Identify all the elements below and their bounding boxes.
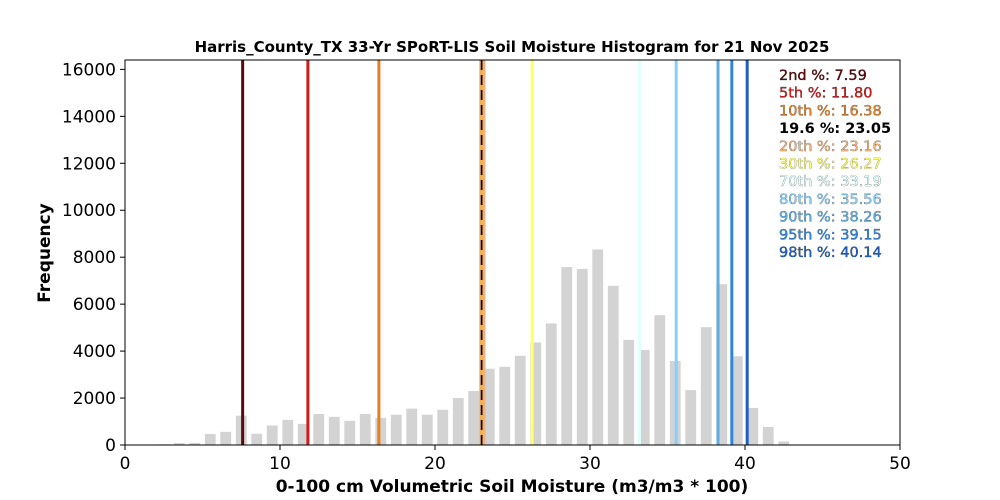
histogram-bar xyxy=(406,408,418,445)
histogram-bar xyxy=(375,418,387,445)
histogram-bar xyxy=(762,426,774,445)
histogram-bar xyxy=(390,414,402,445)
plot-frame xyxy=(124,59,901,446)
histogram-bar xyxy=(685,390,697,445)
legend-entry-9: 95th %: 39.15 xyxy=(779,227,882,243)
legend-label: 90th % xyxy=(779,210,831,226)
legend-label: 2nd % xyxy=(779,68,825,84)
histogram-bar xyxy=(499,366,511,445)
chart-title: Harris_County_TX 33-Yr SPoRT-LIS Soil Mo… xyxy=(195,38,830,56)
legend-entry-8: 90th %: 38.26 xyxy=(779,210,882,226)
legend-entry-5: 30th %: 26.27 xyxy=(779,157,882,173)
histogram-bar xyxy=(328,416,340,445)
legend-label: 98th % xyxy=(779,245,831,261)
y-tick-label: 12000 xyxy=(62,154,116,174)
y-axis: 0 2000 4000 6000 8000 10000 12000 14000 16000 xyxy=(62,60,125,456)
y-tick-label: 4000 xyxy=(73,342,116,362)
histogram-bar xyxy=(266,425,278,445)
x-tick-label: 30 xyxy=(579,454,601,474)
histogram-bar xyxy=(359,414,371,445)
x-tick-label: 10 xyxy=(269,454,291,474)
y-axis-label: Frequency xyxy=(35,203,55,303)
legend-value: 23.16 xyxy=(840,139,882,155)
histogram-bar xyxy=(282,419,294,445)
histogram-bar xyxy=(654,315,666,445)
histogram-bars xyxy=(158,249,790,445)
histogram-bar xyxy=(561,267,573,445)
histogram-bar xyxy=(545,323,557,445)
y-tick-label: 2000 xyxy=(73,389,116,409)
histogram-bar xyxy=(592,249,604,445)
histogram-bar xyxy=(700,327,712,445)
legend-entry-10: 98th %: 40.14 xyxy=(779,245,882,261)
y-tick-label: 6000 xyxy=(73,295,116,315)
legend-label: 95th % xyxy=(779,227,831,243)
histogram-bar xyxy=(514,355,526,445)
histogram-bar xyxy=(483,368,495,445)
histogram-bar xyxy=(452,398,464,445)
histogram-bar xyxy=(716,284,728,445)
histogram-bar xyxy=(638,349,650,445)
histogram-bar xyxy=(623,339,635,445)
legend-label: 10th % xyxy=(779,103,831,119)
legend-entry-3: 19.6 %: 23.05 xyxy=(779,121,891,137)
legend-value: 40.14 xyxy=(840,245,882,261)
legend-entry-6: 70th %: 33.19 xyxy=(779,174,882,190)
legend-value: 7.59 xyxy=(835,68,867,84)
legend-label: 70th % xyxy=(779,174,831,190)
histogram-bar xyxy=(251,433,263,445)
legend-value: 26.27 xyxy=(840,157,882,173)
legend-value: 16.38 xyxy=(840,103,882,119)
histogram-bar xyxy=(204,433,216,445)
x-tick-label: 50 xyxy=(889,454,911,474)
y-tick-label: 14000 xyxy=(62,107,116,127)
histogram-bar xyxy=(173,443,185,445)
x-axis: 0 10 20 30 40 50 xyxy=(120,445,911,474)
legend-entry-1: 5th %: 11.80 xyxy=(779,86,873,102)
y-tick-label: 8000 xyxy=(73,248,116,268)
legend-entry-2: 10th %: 16.38 xyxy=(779,103,882,119)
x-tick-label: 20 xyxy=(424,454,446,474)
legend-entry-0: 2nd %: 7.59 xyxy=(779,68,867,84)
legend-label: 20th % xyxy=(779,139,831,155)
percentile-lines xyxy=(241,60,749,445)
histogram-bar xyxy=(344,420,356,445)
histogram-bar xyxy=(297,423,309,445)
legend-value: 23.05 xyxy=(845,121,891,137)
y-tick-label: 16000 xyxy=(62,60,116,80)
histogram-bar xyxy=(313,414,325,445)
histogram-bar xyxy=(220,431,232,445)
legend-value: 38.26 xyxy=(840,210,882,226)
legend-value: 11.80 xyxy=(831,86,873,102)
histogram-bar xyxy=(468,391,480,445)
legend-entry-7: 80th %: 35.56 xyxy=(779,192,882,208)
histogram-bar xyxy=(437,409,449,445)
y-tick-label: 0 xyxy=(105,436,116,456)
histogram-bar xyxy=(189,442,201,445)
legend-label: 19.6 % xyxy=(779,121,835,137)
histogram-bar xyxy=(747,407,759,445)
histogram-bar xyxy=(731,356,743,445)
legend-value: 33.19 xyxy=(840,174,882,190)
legend-entry-4: 20th %: 23.16 xyxy=(779,139,882,155)
legend-label: 80th % xyxy=(779,192,831,208)
legend-value: 35.56 xyxy=(840,192,882,208)
histogram-bar xyxy=(607,285,619,445)
histogram-bar xyxy=(778,441,790,445)
legend-label: 5th % xyxy=(779,86,822,102)
histogram-bar xyxy=(530,342,542,445)
legend-label: 30th % xyxy=(779,157,831,173)
y-tick-label: 10000 xyxy=(62,201,116,221)
histogram-bar xyxy=(576,268,588,445)
x-tick-label: 40 xyxy=(734,454,756,474)
x-tick-label: 0 xyxy=(120,454,131,474)
x-axis-label: 0-100 cm Volumetric Soil Moisture (m3/m3… xyxy=(276,477,749,497)
histogram-bar xyxy=(421,414,433,445)
legend-value: 39.15 xyxy=(840,227,882,243)
